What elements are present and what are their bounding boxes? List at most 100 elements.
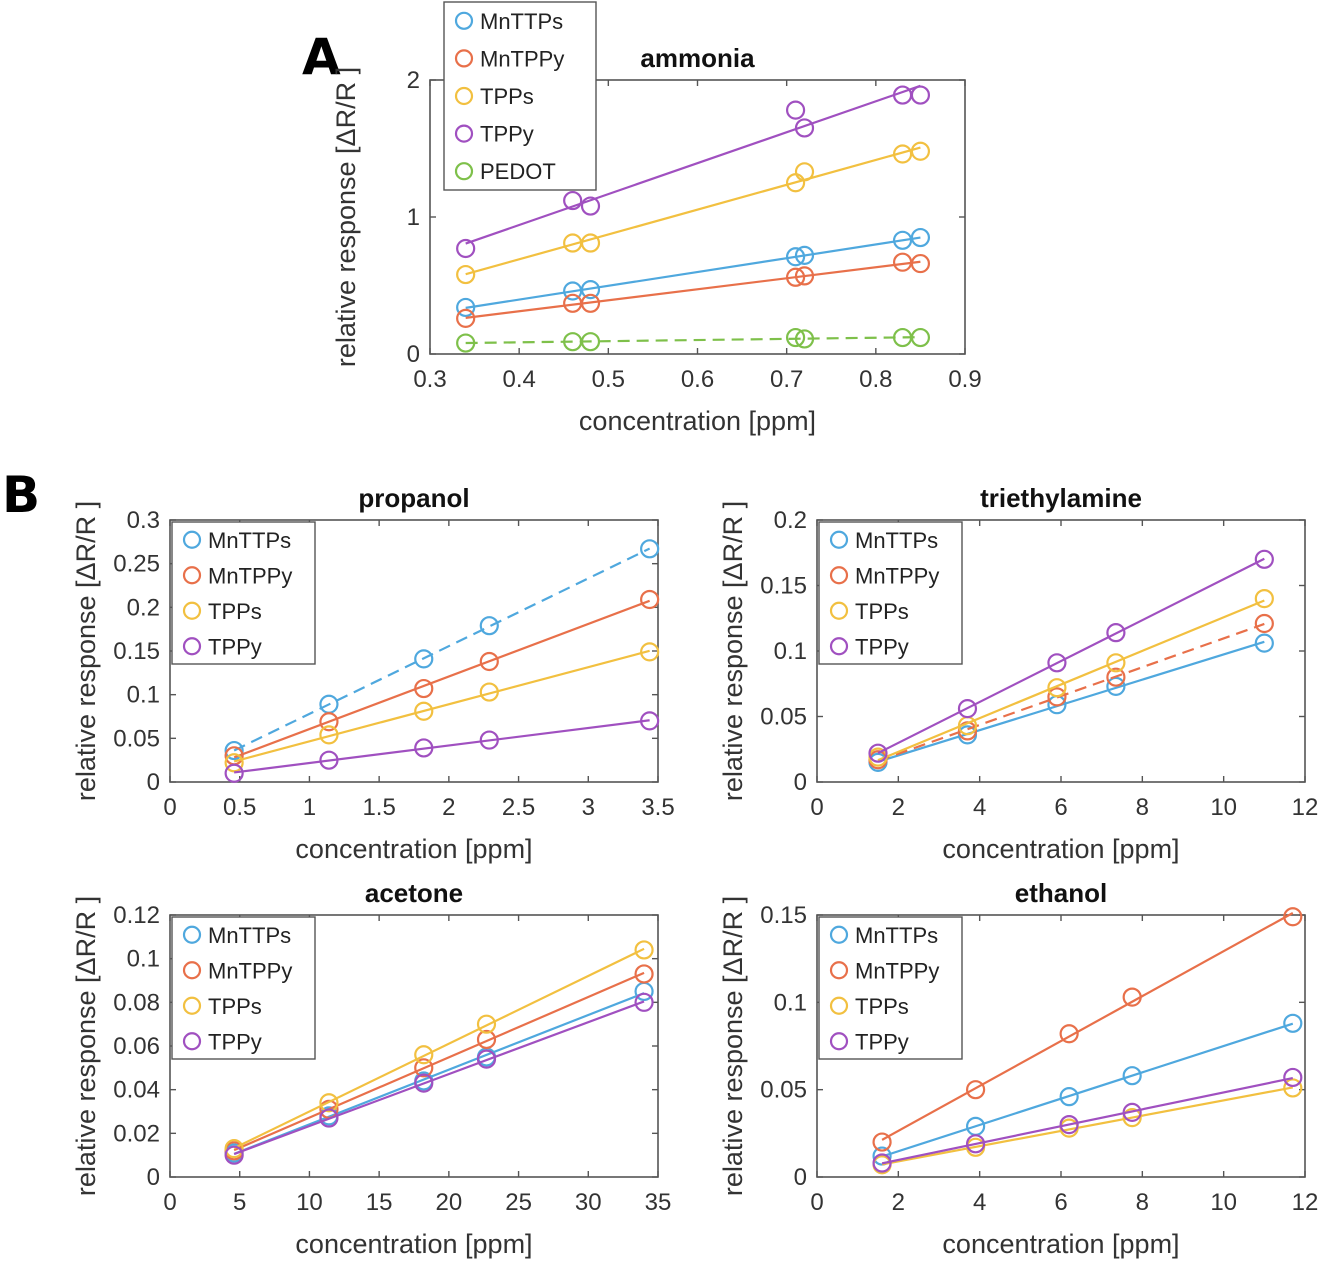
legend-label-tppy: TPPy <box>855 1029 909 1054</box>
y-tick-label: 0.1 <box>774 989 807 1016</box>
legend-acetone: MnTTPs MnTPPy TPPs TPPy <box>171 916 316 1060</box>
y-tick-label: 0 <box>794 769 807 796</box>
fit-line-mnttps <box>881 1022 1294 1158</box>
data-point-mntppy <box>414 1058 434 1078</box>
x-tick-label: 0 <box>810 1189 823 1216</box>
legend-marker-tpps <box>829 996 849 1015</box>
legend-marker-mntppy <box>182 566 202 585</box>
fit-line-mnttps <box>877 640 1265 763</box>
x-tick-label: 1 <box>303 794 316 821</box>
fit-line-tpps <box>465 146 921 276</box>
data-point-pedot <box>580 332 601 352</box>
legend-marker-pedot <box>454 162 474 181</box>
y-tick-label: 0.02 <box>113 1120 160 1147</box>
data-point-mnttps <box>1283 1013 1303 1033</box>
data-point-mntppy <box>1059 1024 1079 1044</box>
x-axis-label-triethylamine: concentration [ppm] <box>942 834 1179 864</box>
data-point-mnttps <box>892 230 913 250</box>
x-tick-label: 0.3 <box>413 366 446 393</box>
legend-marker-tpps <box>829 601 849 620</box>
legend-marker-tppy <box>454 124 474 143</box>
legend-label-tpps: TPPs <box>208 994 262 1019</box>
x-tick-label: 10 <box>1210 1189 1237 1216</box>
panel-label-a: A <box>302 28 341 86</box>
y-tick-label: 0 <box>147 769 160 796</box>
data-point-tppy <box>414 738 434 758</box>
y-tick-label: 0.06 <box>113 1033 160 1060</box>
data-point-mntppy <box>476 1029 497 1050</box>
data-point-tpps <box>1047 678 1067 698</box>
data-point-tppy <box>479 730 499 750</box>
data-point-mntppy <box>634 964 654 984</box>
y-axis-label-triethylamine: relative response [ΔR/R ] <box>718 501 748 801</box>
data-point-tppy <box>868 743 888 763</box>
data-point-tppy <box>794 118 815 138</box>
x-tick-label: 3 <box>582 794 595 821</box>
x-tick-label: 12 <box>1292 794 1319 821</box>
y-axis-label-ammonia: relative response [ΔR/R ] <box>331 67 361 367</box>
fit-line-mntppy <box>881 912 1294 1141</box>
legend-marker-mntppy <box>454 49 474 68</box>
data-point-tppy <box>910 85 931 105</box>
x-tick-label: 0.4 <box>502 366 535 393</box>
data-point-tpps <box>1254 588 1274 609</box>
y-tick-label: 1 <box>407 204 420 231</box>
fit-line-mnttps <box>233 547 651 752</box>
data-point-tpps <box>910 141 931 161</box>
data-point-tppy <box>640 711 660 731</box>
y-tick-label: 0.1 <box>774 638 807 665</box>
data-point-tppy <box>785 100 806 120</box>
data-point-mnttps <box>1254 633 1274 653</box>
data-point-mntppy <box>794 266 815 286</box>
x-tick-label: 0.5 <box>592 366 625 393</box>
data-point-mntppy <box>414 678 434 699</box>
y-tick-label: 2 <box>407 67 420 94</box>
x-tick-label: 0 <box>810 794 823 821</box>
data-point-tppy <box>224 1145 244 1165</box>
panel-label-b: B <box>2 466 40 524</box>
data-point-mntppy <box>580 293 601 313</box>
data-point-mntppy <box>910 253 931 274</box>
legend-label-tpps: TPPs <box>855 599 909 624</box>
data-point-tppy <box>1059 1114 1079 1135</box>
chart-ammonia: 0.3 0.4 0.5 0.6 0.7 0.8 0.9 0 1 2 ammonia concentra… <box>331 1 982 436</box>
x-tick-label: 8 <box>1136 1189 1149 1216</box>
y-tick-label: 0.2 <box>127 594 160 621</box>
legend-label-tpps: TPPs <box>480 84 534 109</box>
legend-label-mntppy: MnTPPy <box>208 563 292 588</box>
fit-line-tpps <box>881 1086 1294 1166</box>
x-tick-label: 0 <box>163 794 176 821</box>
legend-marker-tpps <box>182 601 202 620</box>
legend-marker-tpps <box>182 996 202 1015</box>
x-tick-label: 30 <box>575 1189 602 1216</box>
y-tick-label: 0.3 <box>127 507 160 534</box>
data-point-mnttps <box>1106 676 1126 696</box>
data-point-mnttps <box>224 740 244 761</box>
data-point-tppy <box>1047 653 1067 673</box>
x-tick-label: 10 <box>1210 794 1237 821</box>
legend-marker-mntppy <box>182 961 202 980</box>
data-point-pedot <box>794 329 815 349</box>
legend-marker-tppy <box>829 1032 849 1051</box>
data-point-mnttps <box>872 1146 892 1166</box>
x-tick-label: 2 <box>892 1189 905 1216</box>
y-tick-label: 0 <box>147 1164 160 1191</box>
x-tick-label: 8 <box>1136 794 1149 821</box>
data-point-pedot <box>785 327 806 348</box>
x-tick-label: 6 <box>1054 794 1067 821</box>
data-point-mnttps <box>785 247 806 267</box>
data-point-tpps <box>640 642 660 662</box>
x-tick-label: 0.5 <box>223 794 256 821</box>
chart-ethanol: 0 2 4 6 8 10 12 0 0.05 0.1 0.15 ethanol concentratio… <box>718 878 1318 1259</box>
x-axis-label-ethanol: concentration [ppm] <box>942 1229 1179 1259</box>
data-point-mntppy <box>785 267 806 287</box>
y-tick-label: 0.04 <box>113 1077 160 1104</box>
data-point-mntppy <box>965 1080 986 1100</box>
legend-propanol: MnTTPs MnTPPy TPPs TPPy <box>171 521 316 665</box>
data-point-tpps <box>224 753 244 773</box>
y-axis-label-propanol: relative response [ΔR/R ] <box>71 501 101 801</box>
x-tick-label: 1.5 <box>362 794 395 821</box>
data-point-mnttps <box>910 227 931 248</box>
legend-label-mnttps: MnTTPs <box>208 528 291 553</box>
